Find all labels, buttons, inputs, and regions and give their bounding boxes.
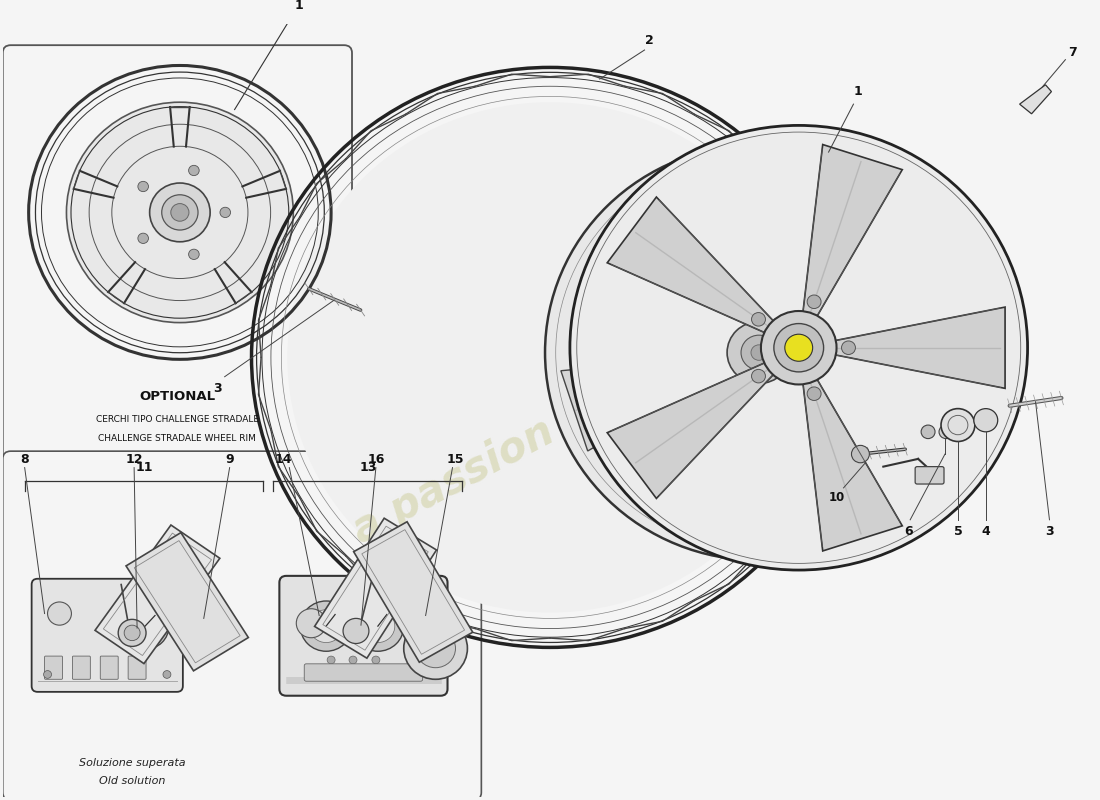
Circle shape [287, 102, 813, 613]
Polygon shape [802, 145, 902, 322]
Polygon shape [607, 197, 779, 336]
Polygon shape [315, 518, 437, 658]
Polygon shape [828, 307, 1005, 388]
Circle shape [751, 313, 766, 326]
Circle shape [124, 625, 140, 641]
Text: 2: 2 [645, 34, 653, 47]
FancyBboxPatch shape [279, 576, 448, 696]
Circle shape [220, 207, 231, 218]
Polygon shape [783, 355, 957, 451]
Circle shape [761, 311, 836, 385]
Circle shape [349, 656, 358, 664]
Text: 13: 13 [360, 461, 376, 474]
Circle shape [741, 335, 777, 370]
Polygon shape [802, 373, 902, 551]
Circle shape [940, 409, 975, 442]
Text: OPTIONAL: OPTIONAL [140, 390, 216, 402]
Text: 15: 15 [447, 454, 464, 466]
Text: autodiagrams: autodiagrams [683, 249, 914, 282]
Circle shape [570, 126, 1027, 570]
Circle shape [416, 629, 455, 668]
Circle shape [343, 618, 368, 643]
Polygon shape [607, 360, 779, 498]
Polygon shape [770, 175, 909, 334]
Circle shape [138, 233, 148, 243]
Polygon shape [609, 175, 748, 334]
Text: 3: 3 [1045, 525, 1054, 538]
Circle shape [162, 194, 198, 230]
Circle shape [921, 425, 935, 438]
Circle shape [974, 409, 998, 432]
Circle shape [118, 619, 146, 646]
Circle shape [296, 609, 326, 638]
Circle shape [150, 183, 210, 242]
Text: ~: ~ [141, 586, 157, 602]
FancyBboxPatch shape [3, 45, 352, 462]
Circle shape [404, 618, 468, 679]
FancyBboxPatch shape [73, 656, 90, 679]
Polygon shape [353, 522, 473, 662]
Text: 8: 8 [21, 454, 29, 466]
Circle shape [352, 601, 404, 651]
Circle shape [751, 345, 767, 360]
Text: 12: 12 [125, 454, 143, 466]
Circle shape [66, 102, 294, 322]
Circle shape [851, 446, 869, 462]
Circle shape [372, 656, 379, 664]
FancyBboxPatch shape [128, 656, 146, 679]
Text: CHALLENGE STRADALE WHEEL RIM: CHALLENGE STRADALE WHEEL RIM [99, 434, 256, 443]
Circle shape [170, 203, 189, 222]
Circle shape [129, 610, 161, 642]
Polygon shape [1020, 85, 1052, 114]
Circle shape [784, 334, 813, 362]
Text: 6: 6 [904, 525, 913, 538]
Circle shape [188, 249, 199, 259]
FancyBboxPatch shape [100, 656, 118, 679]
Circle shape [300, 601, 352, 651]
Text: 3: 3 [213, 382, 222, 395]
Circle shape [327, 656, 336, 664]
FancyBboxPatch shape [3, 451, 482, 800]
Circle shape [121, 603, 169, 650]
Text: 1: 1 [295, 0, 304, 12]
Circle shape [842, 341, 856, 354]
Text: CERCHI TIPO CHALLENGE STRADALE: CERCHI TIPO CHALLENGE STRADALE [96, 414, 258, 424]
Circle shape [188, 166, 199, 176]
Circle shape [956, 425, 970, 438]
Circle shape [807, 387, 821, 401]
FancyBboxPatch shape [915, 466, 944, 484]
Circle shape [774, 323, 824, 372]
Circle shape [309, 610, 343, 642]
Text: 4: 4 [981, 525, 990, 538]
Polygon shape [715, 379, 802, 541]
Text: a passion for parts: a passion for parts [345, 308, 755, 552]
Text: 9: 9 [226, 454, 234, 466]
Circle shape [544, 145, 972, 560]
FancyBboxPatch shape [305, 664, 422, 682]
Circle shape [163, 670, 170, 678]
Circle shape [727, 322, 791, 383]
Text: 5: 5 [954, 525, 962, 538]
Text: 16: 16 [367, 454, 385, 466]
Text: Old solution: Old solution [99, 776, 166, 786]
Circle shape [807, 295, 821, 309]
FancyBboxPatch shape [32, 578, 183, 692]
Text: 10: 10 [828, 491, 845, 504]
Text: 1: 1 [854, 85, 862, 98]
Text: 11: 11 [135, 461, 153, 474]
Circle shape [44, 670, 52, 678]
Circle shape [138, 182, 148, 192]
Circle shape [47, 602, 72, 625]
Circle shape [939, 425, 953, 438]
Text: Soluzione superata: Soluzione superata [79, 758, 186, 768]
Circle shape [751, 370, 766, 383]
Text: 7: 7 [1068, 46, 1077, 59]
Polygon shape [95, 525, 220, 663]
Circle shape [361, 610, 395, 642]
FancyBboxPatch shape [45, 656, 63, 679]
Polygon shape [561, 355, 735, 451]
Polygon shape [126, 533, 249, 671]
Text: 14: 14 [275, 454, 293, 466]
